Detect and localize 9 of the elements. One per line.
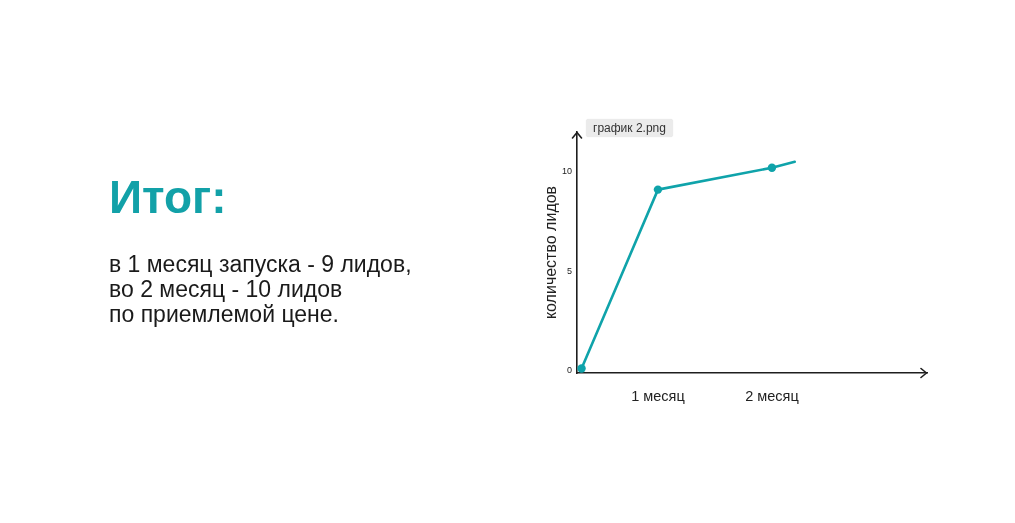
x-tick-label: 2 месяц [745, 387, 799, 404]
y-tick-label: 0 [566, 364, 572, 375]
x-tick-label: 1 месяц [631, 387, 685, 404]
y-tick-label: 10 [561, 166, 572, 177]
annotation: график 2.png [586, 119, 673, 137]
y-axis-title: количество лидов [542, 185, 560, 320]
text: Итог: [109, 171, 227, 223]
text: в 1 месяц запуска - 9 лидов, во 2 месяц - 10 лидов по приемлемой цене. [109, 251, 412, 327]
y-tick-label: 5 [566, 265, 572, 276]
